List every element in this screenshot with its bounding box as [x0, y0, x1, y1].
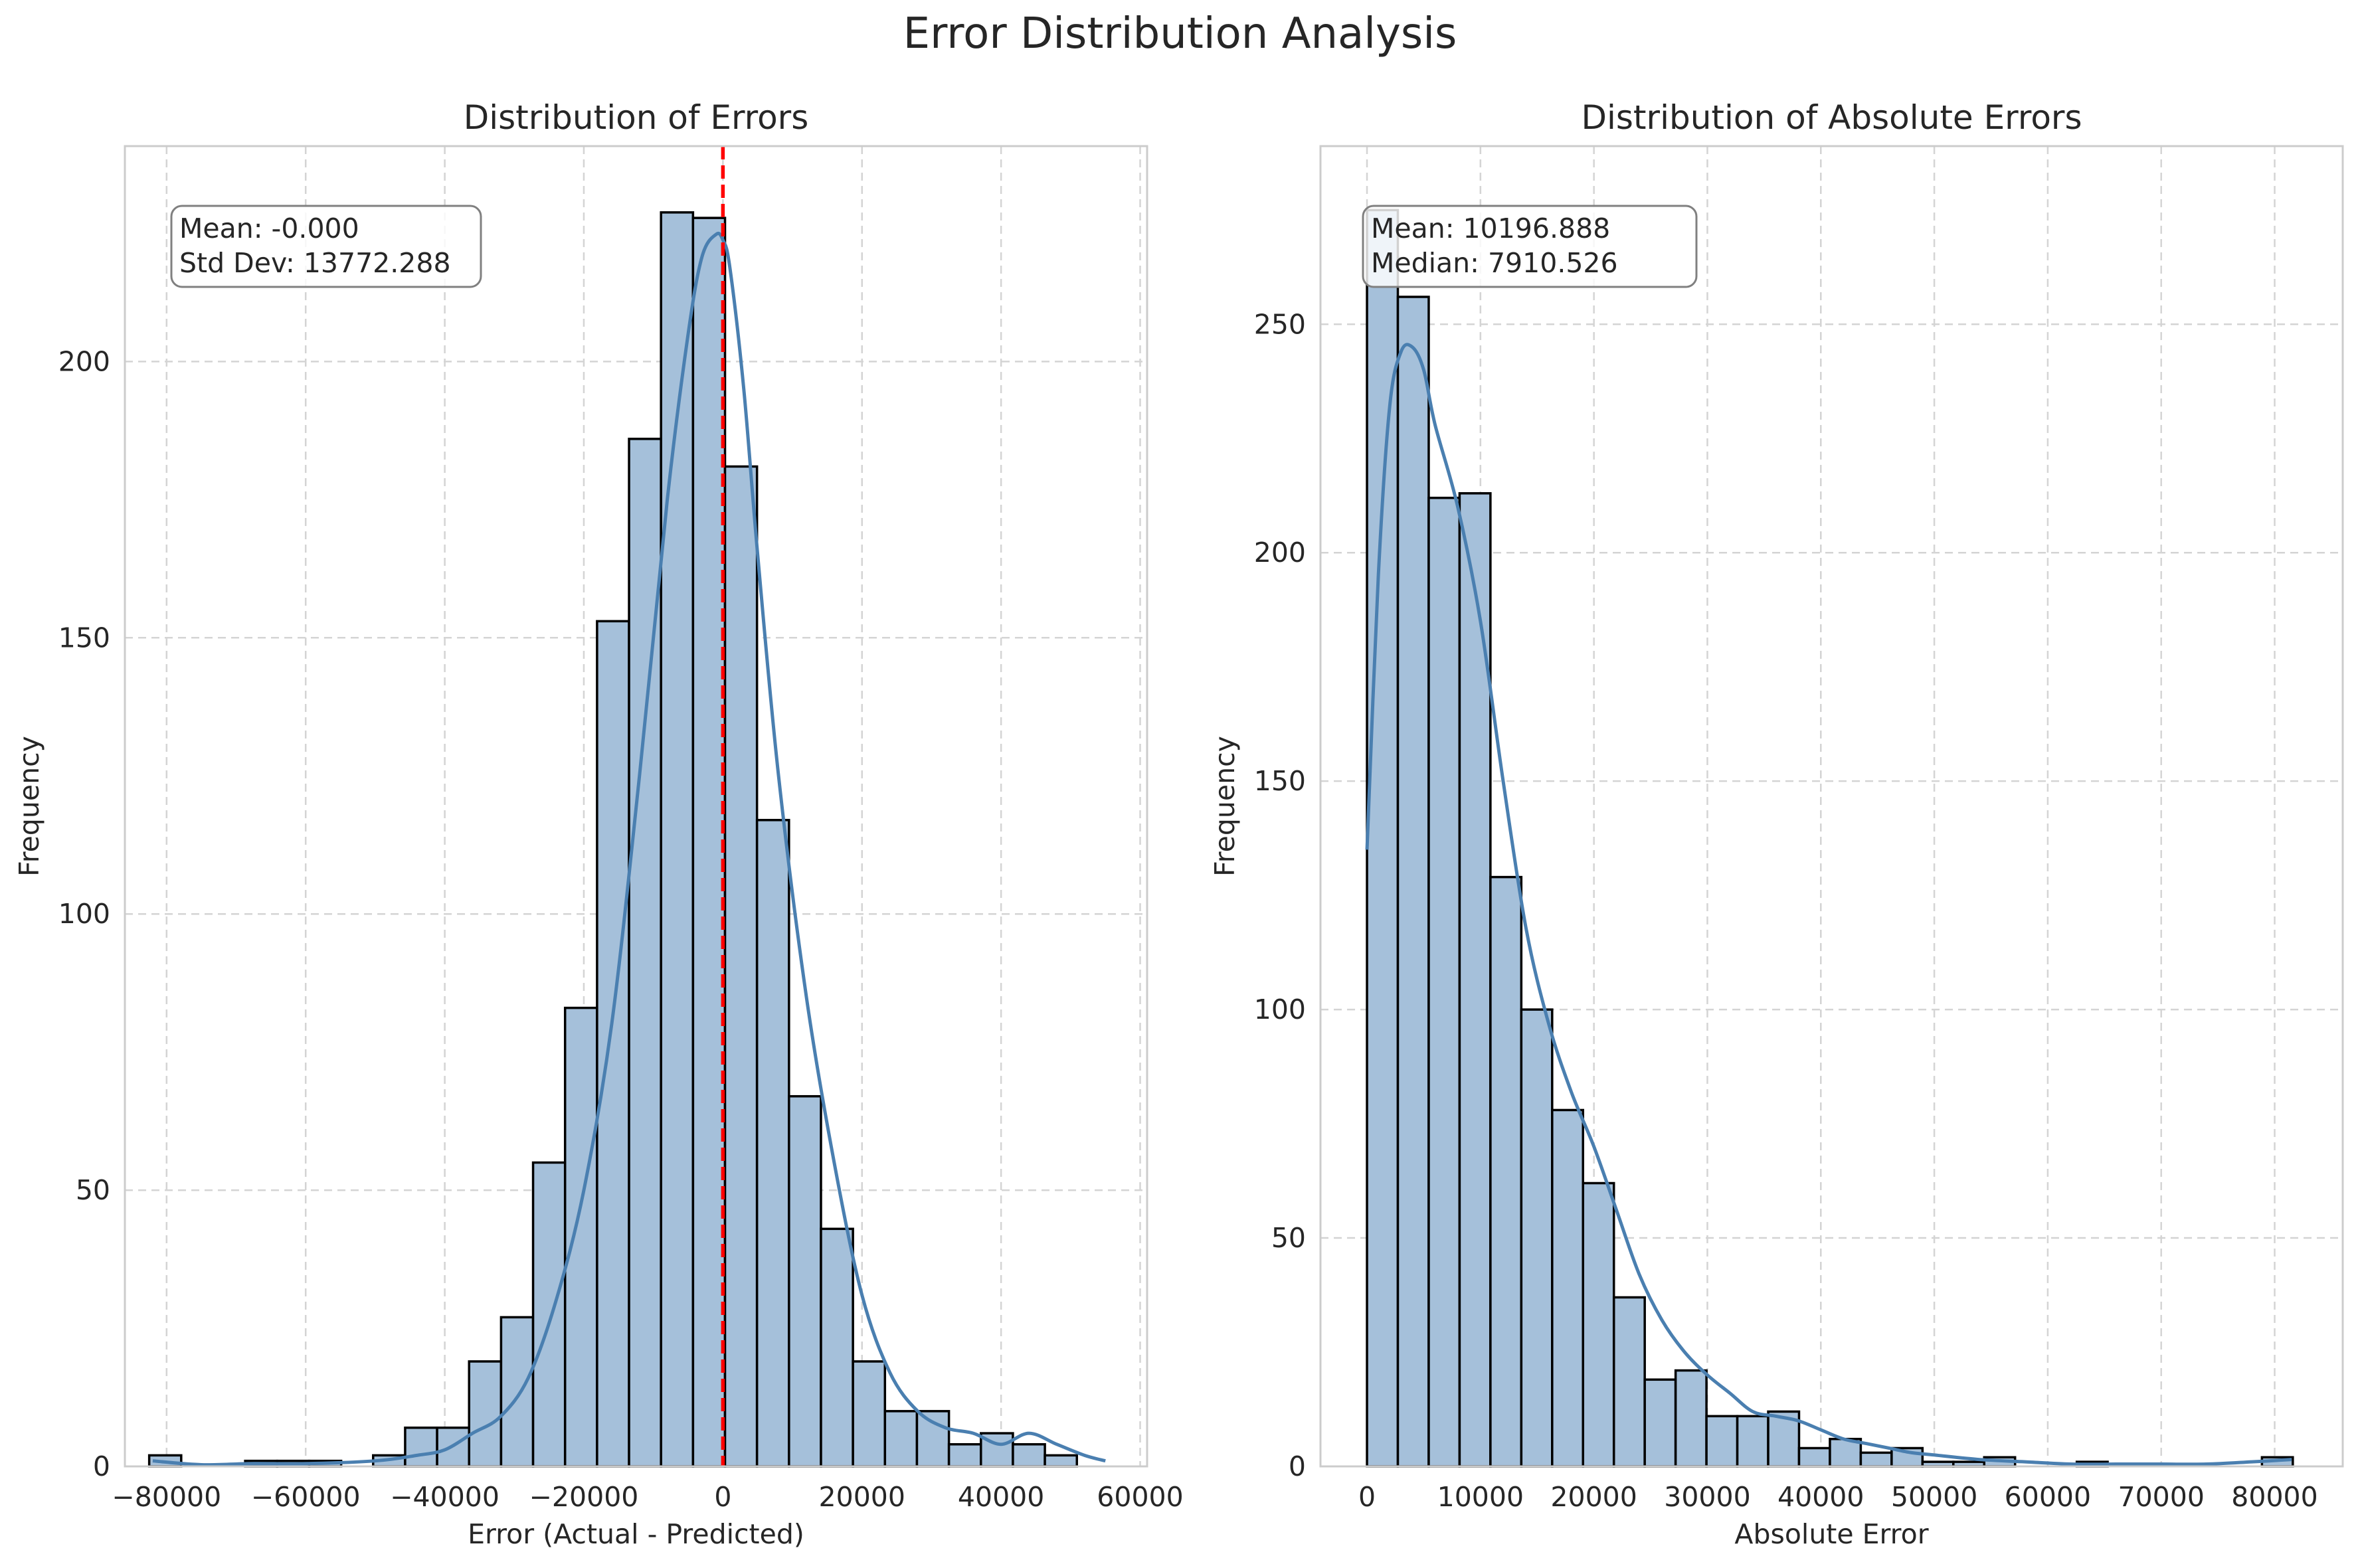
histogram-bar [404, 1427, 438, 1468]
annotation-box [170, 205, 482, 288]
histogram-bar [947, 1442, 982, 1468]
histogram-bar [499, 1316, 535, 1468]
x-tick-label: −60000 [251, 1481, 361, 1513]
histogram-bar [660, 211, 695, 1468]
histogram-bar [1044, 1454, 1079, 1468]
histogram-bar [468, 1360, 503, 1468]
axes-title: Distribution of Errors [464, 98, 809, 137]
tick-labels: −80000 −60000 −40000 −20000 0 20000 40000 60000… [58, 345, 1184, 1513]
x-tick-label: −80000 [112, 1481, 221, 1513]
y-axis-label: Frequency [13, 736, 45, 877]
bars [147, 211, 1079, 1468]
histogram-bar [691, 217, 727, 1468]
x-tick-label: 40000 [958, 1481, 1044, 1513]
histogram-bar [596, 620, 630, 1468]
y-tick-label: 0 [93, 1450, 110, 1482]
x-tick-label: 60000 [1097, 1481, 1183, 1513]
histogram-bar [1012, 1442, 1046, 1468]
histogram-bar [723, 465, 759, 1468]
annotation-line: Mean: -0.000 [179, 213, 359, 244]
histogram-bar [788, 1094, 822, 1468]
histogram-bar [820, 1227, 854, 1468]
histogram-bar [915, 1410, 951, 1468]
y-tick-label: 200 [58, 345, 110, 377]
y-tick-label: 50 [76, 1174, 110, 1206]
kde-layer [152, 232, 1106, 1467]
axes-frame [124, 145, 1148, 1468]
kde-curve [152, 232, 1106, 1467]
annotation-line: Std Dev: 13772.288 [179, 247, 451, 279]
x-axis-label: Error (Actual - Predicted) [468, 1518, 804, 1550]
histogram-bar [852, 1360, 887, 1468]
histogram-bar [883, 1410, 919, 1468]
x-tick-label: −40000 [390, 1481, 499, 1513]
y-tick-label: 150 [58, 622, 110, 653]
y-tick-label: 100 [58, 898, 110, 930]
histogram-bar [531, 1161, 567, 1468]
x-tick-label: −20000 [529, 1481, 639, 1513]
x-tick-label: 0 [714, 1481, 731, 1513]
x-tick-label: 20000 [819, 1481, 905, 1513]
histogram-bar [755, 819, 790, 1468]
histogram-bar [563, 1006, 598, 1468]
axes-spines [124, 145, 1148, 1468]
figure-title: Error Distribution Analysis [903, 9, 1457, 58]
